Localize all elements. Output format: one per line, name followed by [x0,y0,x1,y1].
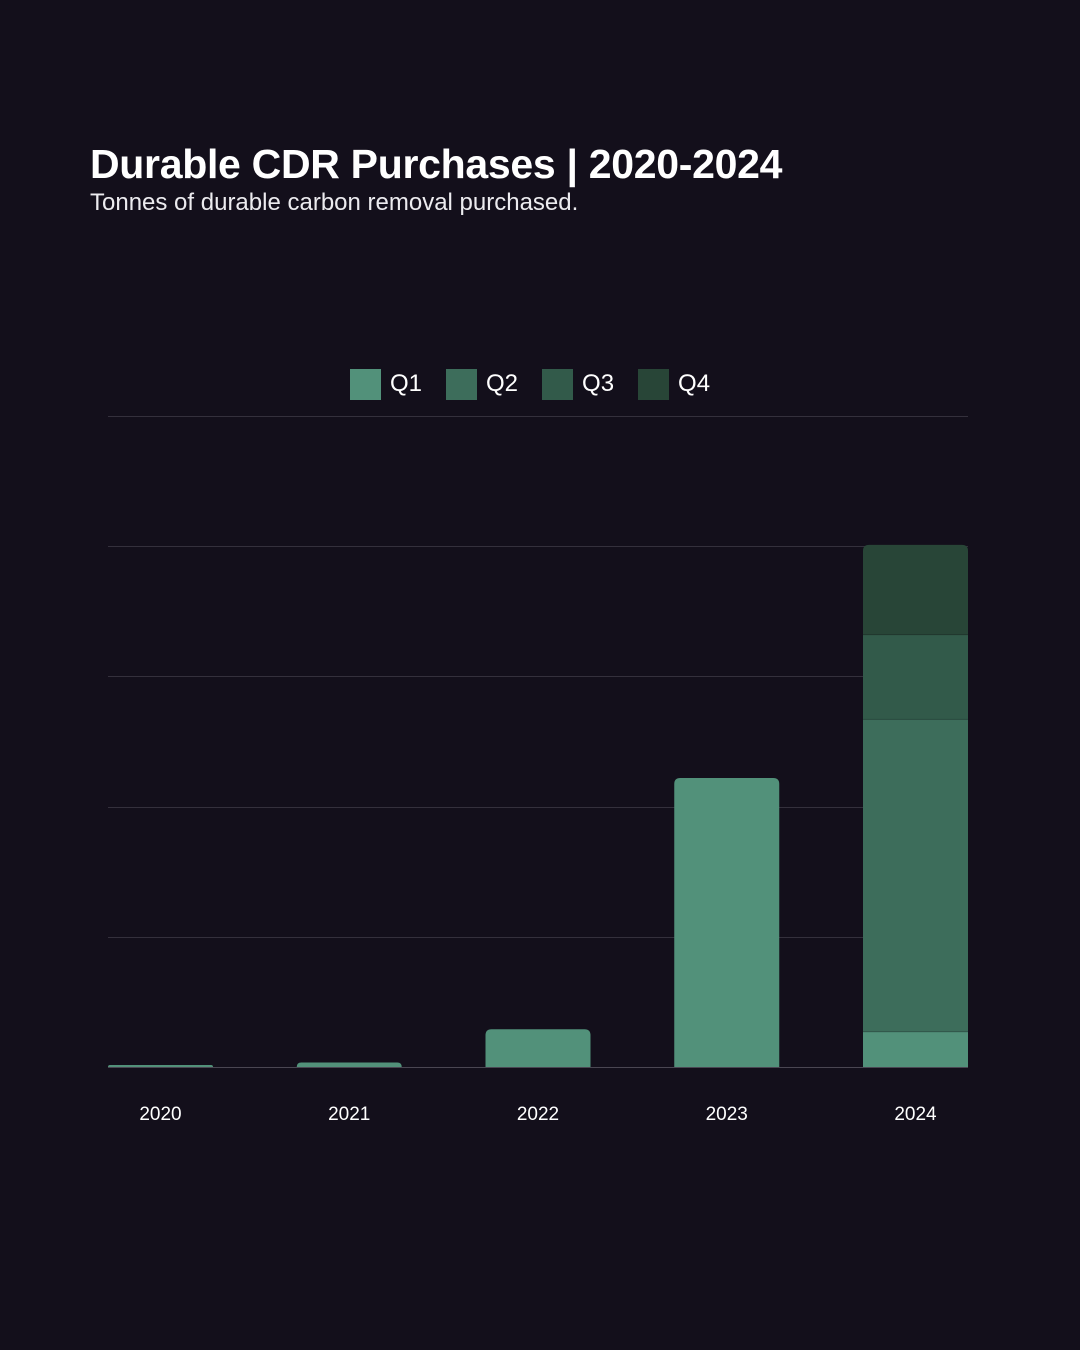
legend-label-q3: Q3 [582,370,615,397]
legend-swatch-q4 [638,368,670,400]
bar-2024-q4 [863,544,968,635]
legend-item-q3: Q3 [542,368,614,400]
x-tick-label-2023: 2023 [706,1104,748,1125]
legend-swatch-q3 [542,368,574,400]
legend-swatch-q2 [446,368,478,400]
bar-2023-q1 [674,777,780,1067]
x-tick-label-2022: 2022 [517,1104,559,1125]
bar-2022-q1 [485,1029,591,1067]
bar-2020-q1 [108,1065,213,1067]
legend-label-q1: Q1 [390,370,423,397]
x-tick-label-2024: 2024 [894,1104,937,1125]
legend-label-q2: Q2 [486,370,519,397]
bar-2021-q1 [296,1062,402,1067]
chart-subtitle: Tonnes of durable carbon removal purchas… [90,189,579,216]
x-tick-label-2020: 2020 [139,1104,181,1125]
chart-title: Durable CDR Purchases | 2020-2024 [90,141,783,187]
legend-swatch-q1 [350,368,381,400]
bar-2024-q1 [863,1031,968,1067]
legend-label-q4: Q4 [678,370,711,397]
bar-2024-q2 [863,719,968,1032]
legend: Q1 Q2 Q3 Q4 [350,368,734,400]
bar-2024-q3 [863,634,968,720]
legend-item-q1: Q1 [350,368,422,400]
legend-item-q2: Q2 [446,368,518,400]
legend-item-q4: Q4 [638,368,710,400]
x-tick-label-2021: 2021 [328,1104,370,1125]
